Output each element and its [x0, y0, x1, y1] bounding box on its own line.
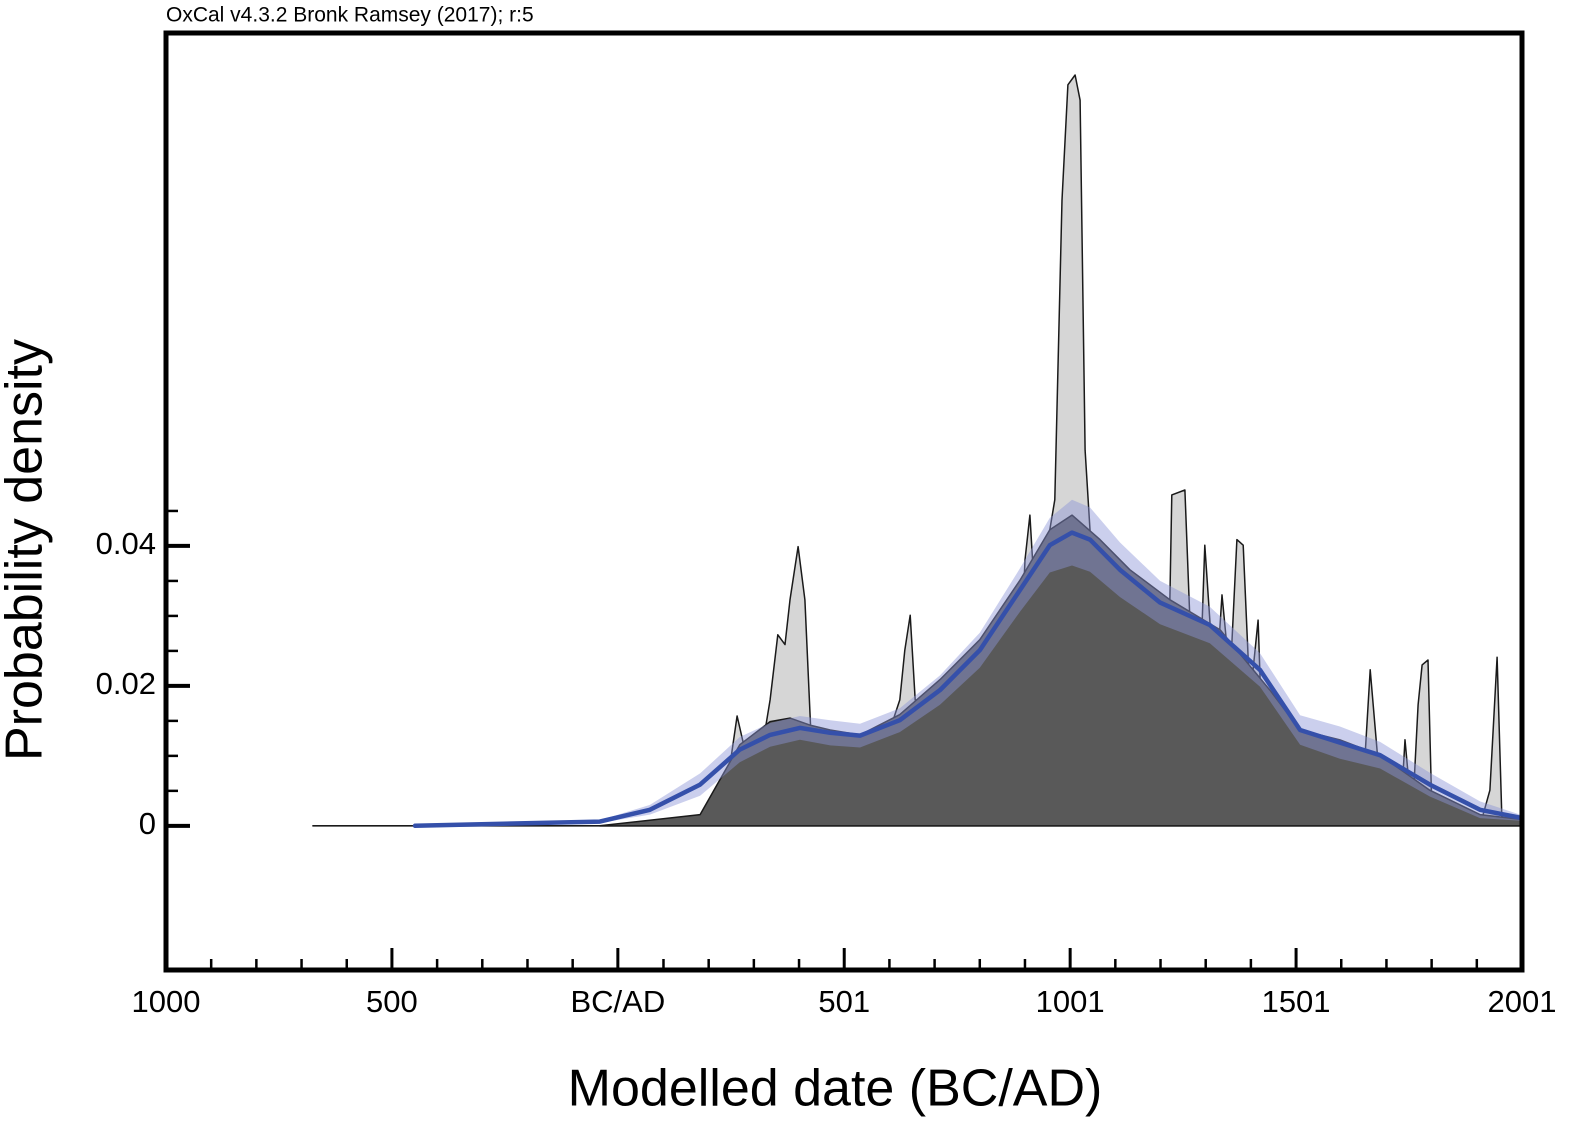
x-axis-label: Modelled date (BC/AD) — [568, 1060, 1103, 1118]
y-axis-label: Probability density — [0, 339, 54, 761]
plot-frame — [163, 30, 1525, 973]
x-tick-label: 1001 — [1036, 984, 1105, 1019]
plot-area — [312, 74, 1522, 829]
x-tick-label: 501 — [818, 984, 870, 1019]
x-tick-label: 1501 — [1262, 984, 1331, 1019]
x-tick-label: BC/AD — [570, 984, 665, 1019]
y-tick-label: 0.02 — [96, 666, 156, 701]
x-tick-label: 500 — [366, 984, 418, 1019]
y-tick-label: 0 — [139, 806, 156, 841]
axes: 1000 500 BC/AD 501 1001 1501 2001 0 0.02 0.04 — [96, 509, 1557, 1019]
x-tick-label: 2001 — [1488, 984, 1557, 1019]
x-tick-label: 1000 — [132, 984, 201, 1019]
density-area — [599, 514, 1522, 827]
y-tick-label: 0.04 — [96, 526, 156, 561]
mean-line — [412, 530, 1522, 829]
chart-title: OxCal v4.3.2 Bronk Ramsey (2017); r:5 — [166, 4, 534, 27]
